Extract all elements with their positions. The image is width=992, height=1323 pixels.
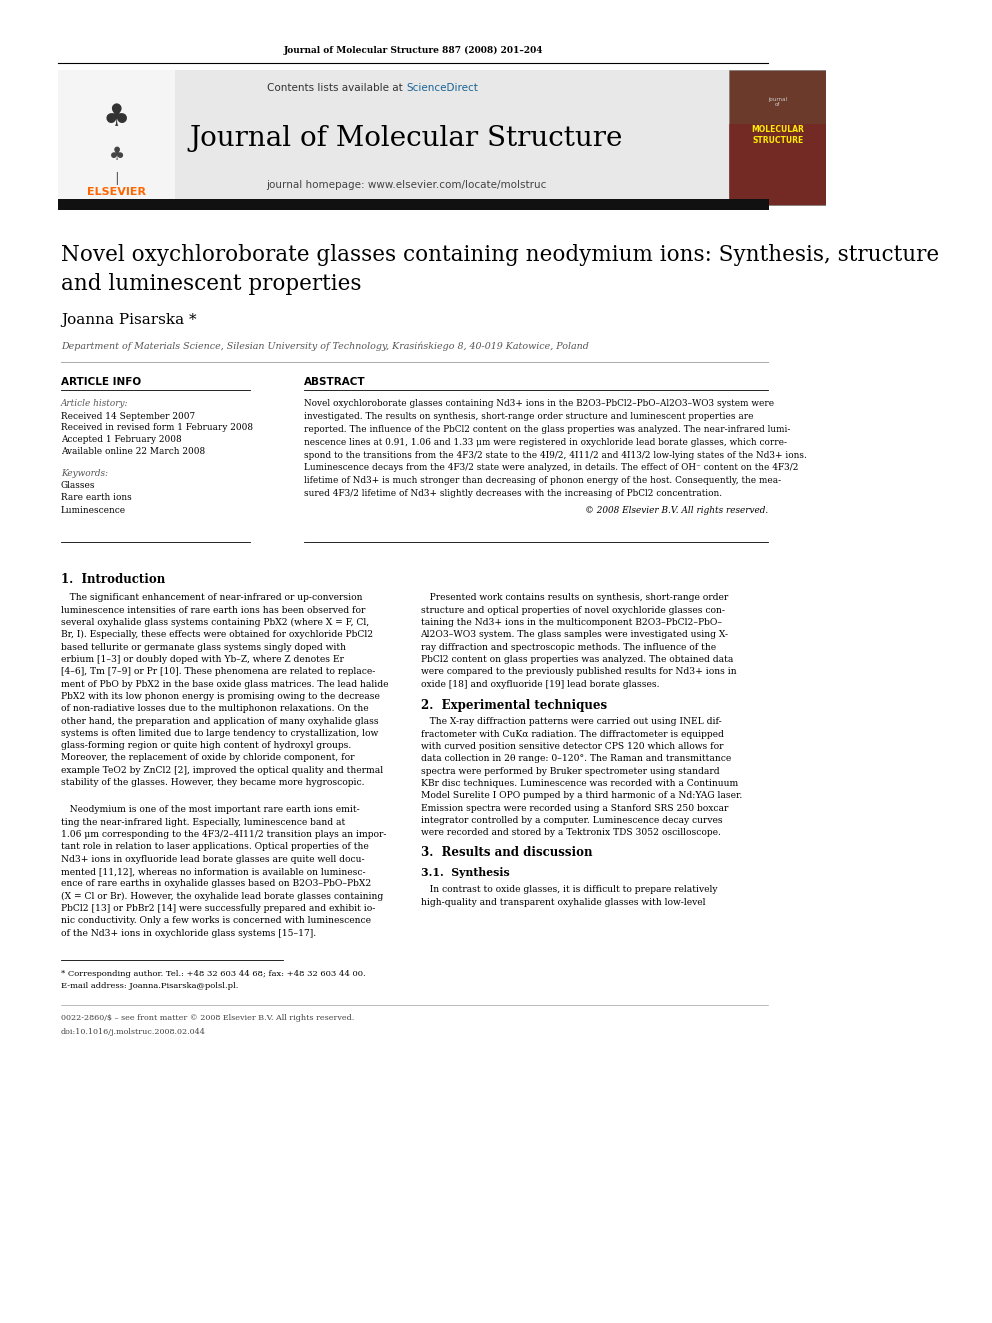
Text: and luminescent properties: and luminescent properties <box>61 273 361 295</box>
Text: Glasses: Glasses <box>61 482 95 491</box>
Text: 3.1.  Synthesis: 3.1. Synthesis <box>421 867 509 877</box>
Text: 2.  Experimental techniques: 2. Experimental techniques <box>421 699 607 712</box>
Text: KBr disc techniques. Luminescence was recorded with a Continuum: KBr disc techniques. Luminescence was re… <box>421 779 738 789</box>
Text: Journal of Molecular Structure: Journal of Molecular Structure <box>189 124 623 152</box>
Text: Br, I). Especially, these effects were obtained for oxychloride PbCl2: Br, I). Especially, these effects were o… <box>61 630 373 639</box>
Text: nic conductivity. Only a few works is concerned with luminescence: nic conductivity. Only a few works is co… <box>61 917 371 925</box>
Text: spectra were performed by Bruker spectrometer using standard: spectra were performed by Bruker spectro… <box>421 767 719 775</box>
Text: based tellurite or germanate glass systems singly doped with: based tellurite or germanate glass syste… <box>61 643 346 652</box>
Text: Novel oxychloroborate glasses containing neodymium ions: Synthesis, structure: Novel oxychloroborate glasses containing… <box>61 243 938 266</box>
Text: example TeO2 by ZnCl2 [2], improved the optical quality and thermal: example TeO2 by ZnCl2 [2], improved the … <box>61 766 383 775</box>
Text: other hand, the preparation and application of many oxyhalide glass: other hand, the preparation and applicat… <box>61 717 378 725</box>
Text: ARTICLE INFO: ARTICLE INFO <box>61 377 141 388</box>
Text: tant role in relation to laser applications. Optical properties of the: tant role in relation to laser applicati… <box>61 843 369 852</box>
Text: Contents lists available at: Contents lists available at <box>268 83 407 93</box>
Text: ence of rare earths in oxyhalide glasses based on B2O3–PbO–PbX2: ence of rare earths in oxyhalide glasses… <box>61 880 371 888</box>
Text: 0022-2860/$ – see front matter © 2008 Elsevier B.V. All rights reserved.: 0022-2860/$ – see front matter © 2008 El… <box>61 1013 354 1021</box>
Text: ♣: ♣ <box>108 146 125 164</box>
Text: Accepted 1 February 2008: Accepted 1 February 2008 <box>61 435 182 445</box>
Text: Novel oxychloroborate glasses containing Nd3+ ions in the B2O3–PbCl2–PbO–Al2O3–W: Novel oxychloroborate glasses containing… <box>304 400 774 409</box>
Text: doi:10.1016/j.molstruc.2008.02.044: doi:10.1016/j.molstruc.2008.02.044 <box>61 1028 205 1036</box>
Bar <box>59 200 769 210</box>
Text: data collection in 2θ range: 0–120°. The Raman and transmittance: data collection in 2θ range: 0–120°. The… <box>421 754 731 763</box>
Text: were compared to the previously published results for Nd3+ ions in: were compared to the previously publishe… <box>421 667 736 676</box>
Text: ment of PbO by PbX2 in the base oxide glass matrices. The lead halide: ment of PbO by PbX2 in the base oxide gl… <box>61 680 388 688</box>
Text: ABSTRACT: ABSTRACT <box>304 377 366 388</box>
Text: mented [11,12], whereas no information is available on luminesc-: mented [11,12], whereas no information i… <box>61 867 365 876</box>
Text: erbium [1–3] or doubly doped with Yb–Z, where Z denotes Er: erbium [1–3] or doubly doped with Yb–Z, … <box>61 655 343 664</box>
Text: 3.  Results and discussion: 3. Results and discussion <box>421 845 592 859</box>
Text: spond to the transitions from the 4F3/2 state to the 4I9/2, 4I11/2 and 4I13/2 lo: spond to the transitions from the 4F3/2 … <box>304 451 806 459</box>
Text: reported. The influence of the PbCl2 content on the glass properties was analyze: reported. The influence of the PbCl2 con… <box>304 425 791 434</box>
Text: several oxyhalide glass systems containing PbX2 (where X = F, Cl,: several oxyhalide glass systems containi… <box>61 618 369 627</box>
Text: PbCl2 content on glass properties was analyzed. The obtained data: PbCl2 content on glass properties was an… <box>421 655 733 664</box>
Text: systems is often limited due to large tendency to crystallization, low: systems is often limited due to large te… <box>61 729 378 738</box>
Text: structure and optical properties of novel oxychloride glasses con-: structure and optical properties of nove… <box>421 606 724 615</box>
Text: * Corresponding author. Tel.: +48 32 603 44 68; fax: +48 32 603 44 00.: * Corresponding author. Tel.: +48 32 603… <box>61 970 365 978</box>
Text: ray diffraction and spectroscopic methods. The influence of the: ray diffraction and spectroscopic method… <box>421 643 715 652</box>
Text: sured 4F3/2 lifetime of Nd3+ slightly decreases with the increasing of PbCl2 con: sured 4F3/2 lifetime of Nd3+ slightly de… <box>304 490 722 497</box>
Text: Joanna Pisarska *: Joanna Pisarska * <box>61 314 196 327</box>
Text: Rare earth ions: Rare earth ions <box>61 493 132 503</box>
Text: glass-forming region or quite high content of hydroxyl groups.: glass-forming region or quite high conte… <box>61 741 351 750</box>
Text: MOLECULAR
STRUCTURE: MOLECULAR STRUCTURE <box>751 126 805 144</box>
Bar <box>729 124 827 205</box>
Text: 1.06 μm corresponding to the 4F3/2–4I11/2 transition plays an impor-: 1.06 μm corresponding to the 4F3/2–4I11/… <box>61 830 386 839</box>
Text: In contrast to oxide glasses, it is difficult to prepare relatively: In contrast to oxide glasses, it is diff… <box>421 885 717 894</box>
Text: journal
of: journal of <box>768 97 788 107</box>
Text: Department of Materials Science, Silesian University of Technology, Krasińskiego: Department of Materials Science, Silesia… <box>61 341 588 351</box>
Text: Available online 22 March 2008: Available online 22 March 2008 <box>61 447 205 456</box>
Text: investigated. The results on synthesis, short-range order structure and luminesc: investigated. The results on synthesis, … <box>304 413 754 421</box>
Text: [4–6], Tm [7–9] or Pr [10]. These phenomena are related to replace-: [4–6], Tm [7–9] or Pr [10]. These phenom… <box>61 667 375 676</box>
Text: Luminescence decays from the 4F3/2 state were analyzed, in details. The effect o: Luminescence decays from the 4F3/2 state… <box>304 463 799 472</box>
Text: ScienceDirect: ScienceDirect <box>407 83 478 93</box>
Text: taining the Nd3+ ions in the multicomponent B2O3–PbCl2–PbO–: taining the Nd3+ ions in the multicompon… <box>421 618 721 627</box>
Text: were recorded and stored by a Tektronix TDS 3052 oscilloscope.: were recorded and stored by a Tektronix … <box>421 828 720 837</box>
Text: nescence lines at 0.91, 1.06 and 1.33 μm were registered in oxychloride lead bor: nescence lines at 0.91, 1.06 and 1.33 μm… <box>304 438 787 447</box>
Text: © 2008 Elsevier B.V. All rights reserved.: © 2008 Elsevier B.V. All rights reserved… <box>584 505 768 515</box>
Text: Presented work contains results on synthesis, short-range order: Presented work contains results on synth… <box>421 594 728 602</box>
Text: of the Nd3+ ions in oxychloride glass systems [15–17].: of the Nd3+ ions in oxychloride glass sy… <box>61 929 315 938</box>
Text: PbX2 with its low phonon energy is promising owing to the decrease: PbX2 with its low phonon energy is promi… <box>61 692 380 701</box>
Text: Neodymium is one of the most important rare earth ions emit-: Neodymium is one of the most important r… <box>61 806 359 815</box>
Text: ELSEVIER: ELSEVIER <box>87 187 146 197</box>
Bar <box>59 70 175 205</box>
Text: Received 14 September 2007: Received 14 September 2007 <box>61 411 194 421</box>
Text: oxide [18] and oxyfluoride [19] lead borate glasses.: oxide [18] and oxyfluoride [19] lead bor… <box>421 680 659 688</box>
Text: (X = Cl or Br). However, the oxyhalide lead borate glasses containing: (X = Cl or Br). However, the oxyhalide l… <box>61 892 383 901</box>
Text: high-quality and transparent oxyhalide glasses with low-level: high-quality and transparent oxyhalide g… <box>421 898 705 906</box>
Text: integrator controlled by a computer. Luminescence decay curves: integrator controlled by a computer. Lum… <box>421 816 722 826</box>
Text: Article history:: Article history: <box>61 400 128 409</box>
Text: Emission spectra were recorded using a Stanford SRS 250 boxcar: Emission spectra were recorded using a S… <box>421 803 728 812</box>
Text: journal homepage: www.elsevier.com/locate/molstruc: journal homepage: www.elsevier.com/locat… <box>266 180 547 191</box>
Text: of non-radiative losses due to the multiphonon relaxations. On the: of non-radiative losses due to the multi… <box>61 704 368 713</box>
Text: The X-ray diffraction patterns were carried out using INEL dif-: The X-ray diffraction patterns were carr… <box>421 717 721 726</box>
Text: ting the near-infrared light. Especially, luminescence band at: ting the near-infrared light. Especially… <box>61 818 345 827</box>
Text: luminescence intensities of rare earth ions has been observed for: luminescence intensities of rare earth i… <box>61 606 365 615</box>
Text: Model Surelite I OPO pumped by a third harmonic of a Nd:YAG laser.: Model Surelite I OPO pumped by a third h… <box>421 791 742 800</box>
Text: PbCl2 [13] or PbBr2 [14] were successfully prepared and exhibit io-: PbCl2 [13] or PbBr2 [14] were successful… <box>61 904 375 913</box>
Bar <box>729 70 827 205</box>
Text: with curved position sensitive detector CPS 120 which allows for: with curved position sensitive detector … <box>421 742 723 751</box>
Text: lifetime of Nd3+ is much stronger than decreasing of phonon energy of the host. : lifetime of Nd3+ is much stronger than d… <box>304 476 781 486</box>
Text: Luminescence: Luminescence <box>61 505 126 515</box>
Text: Nd3+ ions in oxyfluoride lead borate glasses are quite well docu-: Nd3+ ions in oxyfluoride lead borate gla… <box>61 855 364 864</box>
Text: Received in revised form 1 February 2008: Received in revised form 1 February 2008 <box>61 423 253 433</box>
Bar <box>175 70 729 205</box>
Text: Journal of Molecular Structure 887 (2008) 201–204: Journal of Molecular Structure 887 (2008… <box>284 45 543 54</box>
Text: The significant enhancement of near-infrared or up-conversion: The significant enhancement of near-infr… <box>61 594 362 602</box>
Text: ♣: ♣ <box>103 103 130 132</box>
Text: stability of the glasses. However, they became more hygroscopic.: stability of the glasses. However, they … <box>61 778 364 787</box>
Text: E-mail address: Joanna.Pisarska@polsl.pl.: E-mail address: Joanna.Pisarska@polsl.pl… <box>61 982 238 990</box>
Text: Al2O3–WO3 system. The glass samples were investigated using X-: Al2O3–WO3 system. The glass samples were… <box>421 630 729 639</box>
Text: 1.  Introduction: 1. Introduction <box>61 573 165 586</box>
Text: Keywords:: Keywords: <box>61 470 108 479</box>
Text: │: │ <box>113 172 120 184</box>
Text: Moreover, the replacement of oxide by chloride component, for: Moreover, the replacement of oxide by ch… <box>61 753 354 762</box>
Text: fractometer with CuKα radiation. The diffractometer is equipped: fractometer with CuKα radiation. The dif… <box>421 730 723 738</box>
